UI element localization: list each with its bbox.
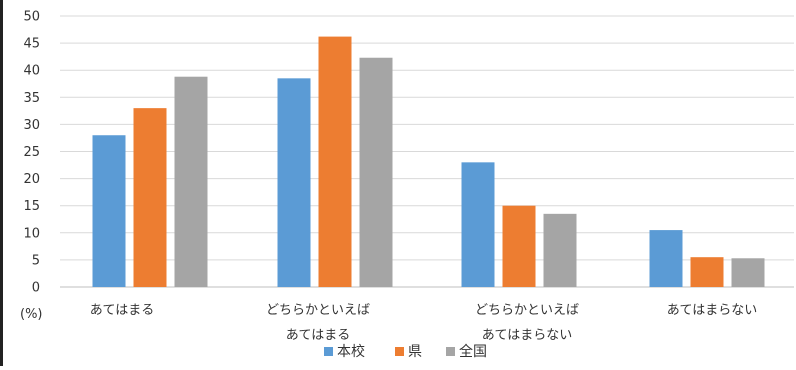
legend: 本校 県 全国: [324, 343, 487, 360]
y-tick-label: 0: [32, 281, 40, 296]
bar: [649, 230, 683, 287]
bar: [174, 76, 208, 287]
category-label-line: どちらかといえば: [266, 303, 370, 318]
y-tick-label: 20: [23, 172, 40, 187]
gridlines: [60, 15, 794, 288]
bar: [690, 257, 724, 287]
bar: [543, 213, 577, 287]
y-tick-label: 15: [23, 199, 40, 214]
y-tick-label: 10: [23, 226, 40, 241]
unit-label: (%): [20, 307, 43, 322]
bar: [502, 205, 536, 287]
category-label: あてはまる: [90, 303, 154, 318]
bar: [277, 78, 311, 287]
category-label-line: あてはまらない: [667, 303, 757, 318]
legend-label: 本校: [337, 343, 365, 360]
category-label-line: どちらかといえば: [475, 303, 579, 318]
y-tick-label: 30: [23, 118, 40, 133]
legend-label: 県: [408, 344, 422, 360]
category-label-line: あてはまる: [286, 328, 350, 343]
category-label-line: あてはまらない: [482, 328, 572, 343]
legend-swatch: [395, 347, 404, 356]
bar: [731, 258, 765, 287]
y-tick-label: 5: [32, 253, 40, 268]
y-tick-label: 35: [23, 91, 40, 106]
bar: [318, 36, 352, 287]
category-label: あてはまらない: [667, 303, 757, 318]
bar: [133, 108, 167, 287]
legend-label: 全国: [459, 343, 487, 360]
y-tick-label: 50: [23, 10, 40, 25]
y-tick-label: 45: [23, 37, 40, 52]
bar: [92, 135, 126, 287]
frame-border: [0, 0, 3, 366]
y-tick-label: 25: [23, 145, 40, 160]
bar: [359, 57, 393, 287]
legend-swatch: [324, 347, 333, 356]
y-tick-label: 40: [23, 64, 40, 79]
y-axis: 0 5 10 15 20 25 30 35 40 45 50: [23, 10, 40, 296]
bar: [461, 162, 495, 287]
bars: [92, 36, 765, 287]
legend-swatch: [446, 347, 455, 356]
category-label-line: あてはまる: [90, 303, 154, 318]
